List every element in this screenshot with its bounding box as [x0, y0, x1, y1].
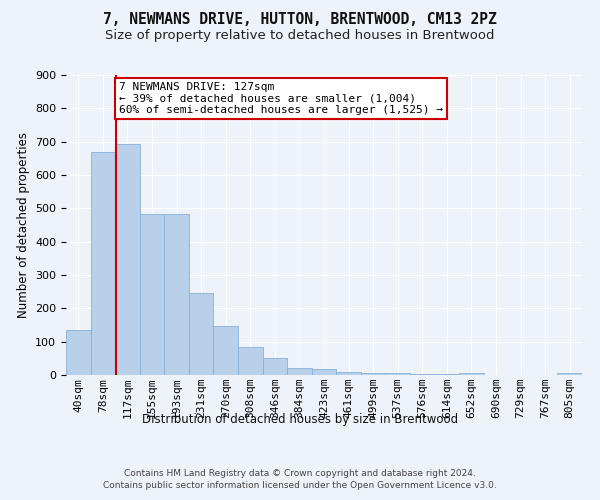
Bar	[140, 214, 164, 375]
Bar	[66, 330, 91, 375]
Bar	[361, 372, 385, 375]
Y-axis label: Number of detached properties: Number of detached properties	[17, 132, 29, 318]
Text: Size of property relative to detached houses in Brentwood: Size of property relative to detached ho…	[105, 29, 495, 42]
Bar	[238, 348, 263, 375]
Bar	[115, 144, 140, 375]
Bar	[459, 373, 484, 375]
Bar	[91, 152, 115, 375]
Bar	[164, 214, 189, 375]
Bar	[410, 374, 434, 375]
Bar	[287, 368, 312, 375]
Bar	[557, 372, 582, 375]
Text: 7, NEWMANS DRIVE, HUTTON, BRENTWOOD, CM13 2PZ: 7, NEWMANS DRIVE, HUTTON, BRENTWOOD, CM1…	[103, 12, 497, 28]
Text: 7 NEWMANS DRIVE: 127sqm
← 39% of detached houses are smaller (1,004)
60% of semi: 7 NEWMANS DRIVE: 127sqm ← 39% of detache…	[119, 82, 443, 115]
Bar	[312, 369, 336, 375]
Bar	[336, 372, 361, 375]
Bar	[263, 358, 287, 375]
Text: Distribution of detached houses by size in Brentwood: Distribution of detached houses by size …	[142, 412, 458, 426]
Bar	[214, 326, 238, 375]
Bar	[434, 374, 459, 375]
Text: Contains HM Land Registry data © Crown copyright and database right 2024.
Contai: Contains HM Land Registry data © Crown c…	[103, 468, 497, 490]
Bar	[385, 374, 410, 375]
Bar	[189, 292, 214, 375]
